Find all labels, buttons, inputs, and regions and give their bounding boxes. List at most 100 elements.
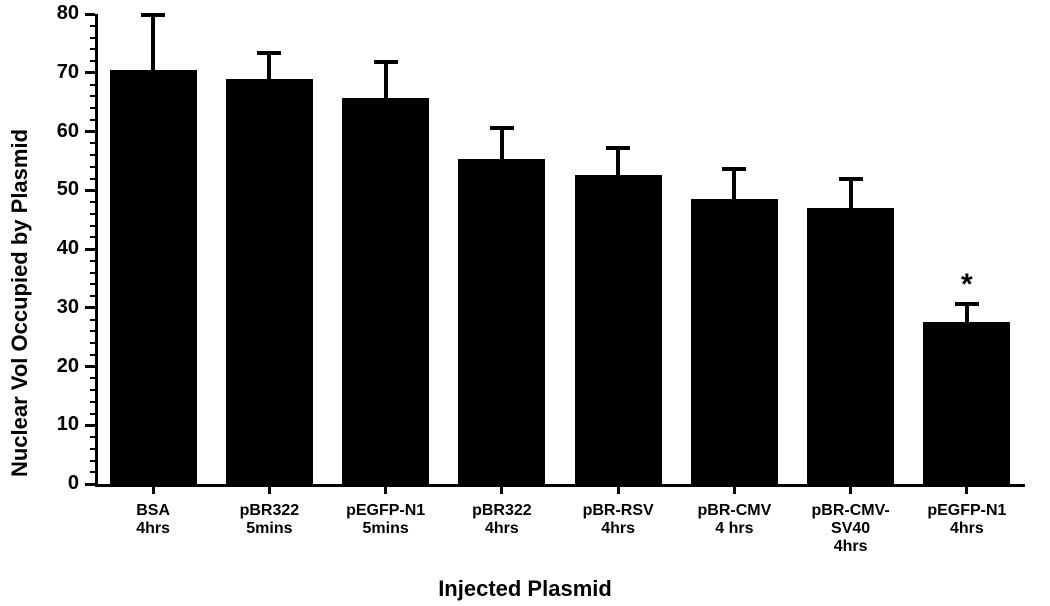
errorbar <box>732 169 736 199</box>
bar <box>923 322 1010 484</box>
y-tick-label: 60 <box>39 120 79 143</box>
category-label: pBR-CMV4 hrs <box>676 502 792 538</box>
bar <box>807 208 894 484</box>
plot-area: 01020304050607080BSA4hrspBR3225minspEGFP… <box>95 14 1025 484</box>
y-tick <box>85 424 95 427</box>
x-tick <box>733 484 736 494</box>
y-tick-minor <box>90 178 95 180</box>
x-tick <box>500 484 503 494</box>
y-tick-minor <box>90 25 95 27</box>
errorbar <box>500 128 504 159</box>
y-tick-label: 10 <box>39 413 79 436</box>
category-label: pBR-CMV-SV404hrs <box>793 502 909 556</box>
y-tick-minor <box>90 283 95 285</box>
y-tick-label: 70 <box>39 61 79 84</box>
y-tick-minor <box>90 107 95 109</box>
y-tick-label: 20 <box>39 355 79 378</box>
errorbar-cap <box>722 167 746 171</box>
y-tick <box>85 365 95 368</box>
bar <box>458 159 545 484</box>
y-tick-minor <box>90 354 95 356</box>
category-label-line: 4hrs <box>560 520 676 538</box>
y-tick-minor <box>90 448 95 450</box>
x-tick <box>617 484 620 494</box>
category-label-line: 5mins <box>211 520 327 538</box>
bar <box>691 199 778 484</box>
y-tick-minor <box>90 295 95 297</box>
y-tick-label: 40 <box>39 237 79 260</box>
x-tick <box>965 484 968 494</box>
errorbar-cap <box>374 60 398 64</box>
y-tick <box>85 306 95 309</box>
bar <box>342 98 429 484</box>
x-axis-label: Injected Plasmid <box>0 576 1050 602</box>
bar <box>226 79 313 484</box>
errorbar <box>965 304 969 322</box>
y-tick <box>85 71 95 74</box>
y-tick-minor <box>90 342 95 344</box>
category-label: pBR3225mins <box>211 502 327 538</box>
x-tick <box>268 484 271 494</box>
y-tick-minor <box>90 460 95 462</box>
errorbar-cap <box>257 51 281 55</box>
y-tick-minor <box>90 48 95 50</box>
category-label: pEGFP-N14hrs <box>909 502 1025 538</box>
category-label: BSA4hrs <box>95 502 211 538</box>
category-label-line: 4hrs <box>444 520 560 538</box>
y-tick <box>85 189 95 192</box>
y-tick <box>85 130 95 133</box>
category-label-line: 5mins <box>328 520 444 538</box>
y-tick-minor <box>90 413 95 415</box>
y-tick-minor <box>90 142 95 144</box>
y-tick-minor <box>90 272 95 274</box>
y-tick-minor <box>90 236 95 238</box>
errorbar-cap <box>141 13 165 17</box>
y-tick-minor <box>90 201 95 203</box>
y-tick-label: 30 <box>39 296 79 319</box>
y-tick-minor <box>90 471 95 473</box>
y-tick <box>85 483 95 486</box>
significance-marker: * <box>961 268 973 302</box>
y-tick-minor <box>90 154 95 156</box>
errorbar <box>849 179 853 208</box>
category-label: pBR3224hrs <box>444 502 560 538</box>
y-tick-minor <box>90 84 95 86</box>
y-tick <box>85 248 95 251</box>
errorbar <box>616 148 620 175</box>
category-label-line: pEGFP-N1 <box>328 502 444 520</box>
y-tick-minor <box>90 95 95 97</box>
y-axis <box>95 14 98 487</box>
category-label-line: pBR-CMV <box>676 502 792 520</box>
category-label-line: 4 hrs <box>676 520 792 538</box>
y-tick-label: 80 <box>39 2 79 25</box>
x-tick <box>849 484 852 494</box>
bar <box>575 175 662 484</box>
y-tick-minor <box>90 213 95 215</box>
y-tick-minor <box>90 330 95 332</box>
y-tick-minor <box>90 37 95 39</box>
y-tick-minor <box>90 401 95 403</box>
y-tick-minor <box>90 260 95 262</box>
category-label-line: pEGFP-N1 <box>909 502 1025 520</box>
y-tick-minor <box>90 436 95 438</box>
errorbar-cap <box>490 126 514 130</box>
category-label-line: 4hrs <box>793 538 909 556</box>
category-label-line: BSA <box>95 502 211 520</box>
x-axis <box>95 484 1025 487</box>
errorbar-cap <box>606 146 630 150</box>
x-tick <box>384 484 387 494</box>
category-label-line: pBR-RSV <box>560 502 676 520</box>
y-tick-label: 50 <box>39 178 79 201</box>
category-label-line: pBR322 <box>211 502 327 520</box>
category-label: pBR-RSV4hrs <box>560 502 676 538</box>
chart-container: Nuclear Vol Occupied by Plasmid Injected… <box>0 0 1050 606</box>
x-tick <box>152 484 155 494</box>
y-tick-minor <box>90 60 95 62</box>
y-tick-label: 0 <box>39 472 79 495</box>
bar <box>110 70 197 484</box>
category-label: pEGFP-N15mins <box>328 502 444 538</box>
y-tick-minor <box>90 119 95 121</box>
errorbar-cap <box>839 177 863 181</box>
y-axis-label: Nuclear Vol Occupied by Plasmid <box>7 129 33 477</box>
category-label-line: pBR322 <box>444 502 560 520</box>
